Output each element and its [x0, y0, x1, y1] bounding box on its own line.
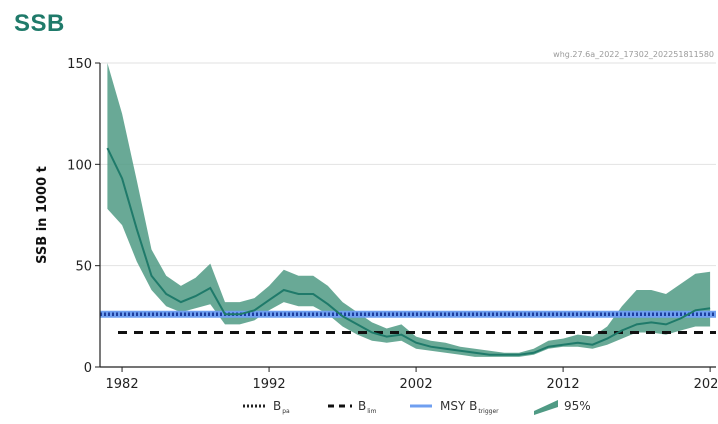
y-tick-labels: 0 50 100 150: [67, 57, 100, 376]
x-tick-labels: 1982 1992 2002 2012 2022: [106, 367, 718, 392]
legend: Bpa Blim MSY Btrigger 95%: [243, 399, 591, 415]
y-tick-label-50: 50: [75, 260, 92, 275]
legend-label-bpa: Bpa: [273, 399, 290, 415]
chart-title: SSB: [14, 10, 65, 37]
legend-item-bpa: Bpa: [243, 399, 290, 415]
y-tick-label-150: 150: [67, 57, 92, 72]
x-tick-label-2022: 2022: [694, 377, 718, 392]
run-id-label: whg.27.6a_2022_17302_202251811580: [553, 50, 714, 59]
x-tick-label-2012: 2012: [547, 377, 580, 392]
y-tick-label-0: 0: [84, 361, 92, 376]
legend-label-blim: Blim: [358, 399, 377, 415]
x-tick-label-1992: 1992: [253, 377, 286, 392]
ssb-series-line: [106, 147, 711, 356]
y-axis-label: SSB in 1000 t: [35, 166, 50, 264]
x-tick-label-2002: 2002: [400, 377, 433, 392]
legend-item-msy: MSY Btrigger: [410, 399, 499, 415]
legend-label-msy: MSY Btrigger: [440, 399, 499, 415]
legend-label-ci: 95%: [564, 399, 591, 413]
y-tick-label-100: 100: [67, 158, 92, 173]
legend-swatch-ci: [534, 400, 558, 415]
legend-item-ci: 95%: [534, 399, 591, 415]
axes: [99, 63, 716, 368]
confidence-band-95: [107, 63, 711, 357]
x-tick-label-1982: 1982: [106, 377, 139, 392]
legend-item-blim: Blim: [328, 399, 377, 415]
